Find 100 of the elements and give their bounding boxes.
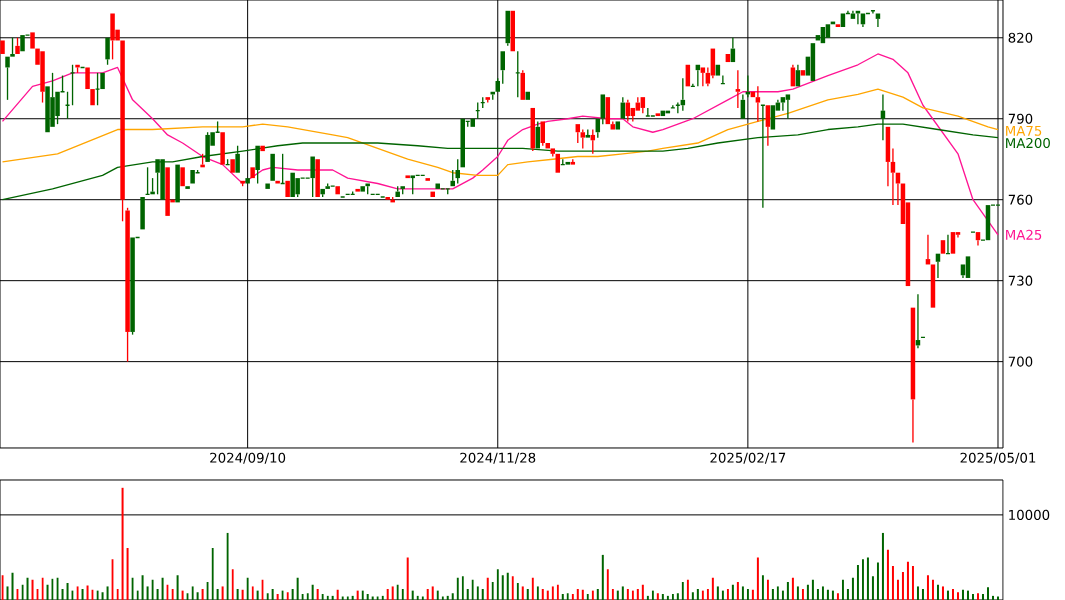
bar: [901, 571, 904, 600]
bar: [741, 586, 744, 600]
bar: [671, 594, 674, 600]
candlestick: [310, 156, 315, 198]
candlestick: [230, 159, 235, 173]
bar: [466, 588, 469, 600]
candlestick: [840, 13, 846, 27]
bar: [546, 590, 549, 600]
candlestick: [940, 240, 946, 254]
candlestick: [700, 67, 706, 88]
bar: [411, 590, 414, 600]
bar: [821, 586, 824, 600]
bar: [311, 584, 314, 600]
candlestick: [0, 40, 5, 54]
bar: [556, 584, 559, 600]
bar: [451, 593, 454, 600]
bar: [41, 577, 44, 600]
bar: [771, 588, 774, 600]
bar: [836, 593, 839, 600]
bar: [316, 588, 319, 600]
bar: [456, 577, 459, 600]
bar: [561, 594, 564, 600]
line-series: [1, 88, 999, 177]
bar: [81, 588, 84, 600]
bar: [486, 577, 489, 600]
candlestick: [765, 105, 771, 147]
bar: [516, 582, 519, 600]
bar: [251, 586, 254, 600]
candlestick: [260, 145, 265, 152]
y-tick-label: 730: [1008, 275, 1033, 286]
bar: [716, 586, 719, 600]
bar: [831, 590, 834, 600]
candlestick: [220, 132, 225, 165]
candlestick: [895, 172, 901, 206]
candlestick: [470, 118, 475, 127]
bar: [101, 592, 104, 600]
candlestick: [565, 161, 571, 165]
bar: [6, 586, 9, 600]
bar: [981, 594, 984, 600]
y-tick-label: 790: [1008, 113, 1033, 124]
bar: [31, 579, 34, 600]
candlestick: [245, 178, 250, 184]
bar: [691, 592, 694, 600]
series-label: MA25: [1006, 229, 1042, 240]
bar: [886, 549, 889, 600]
candlestick: [800, 70, 806, 76]
bar: [66, 582, 69, 600]
bar: [46, 584, 49, 600]
bar: [536, 586, 539, 600]
candlestick: [285, 180, 290, 197]
bar: [256, 590, 259, 600]
bar: [506, 572, 509, 600]
x-tick-label: 2025/05/01: [960, 452, 1036, 464]
bar: [661, 594, 664, 600]
bar: [791, 577, 794, 600]
bar: [906, 561, 909, 600]
bar: [751, 589, 754, 600]
bar: [636, 588, 639, 600]
bar: [296, 577, 299, 600]
bar: [431, 586, 434, 600]
candlestick: [275, 180, 280, 184]
bar: [1, 575, 4, 600]
bar: [856, 565, 859, 600]
x-tick-label: 2024/09/10: [210, 452, 286, 464]
y-tick-label: 700: [1008, 356, 1033, 367]
candlestick: [5, 56, 10, 101]
bar: [761, 575, 764, 600]
bar: [951, 588, 954, 600]
candlestick: [315, 159, 320, 197]
candlestick: [615, 121, 621, 130]
bar: [391, 586, 394, 600]
candlestick: [405, 175, 410, 179]
candlestick: [735, 69, 741, 109]
bar: [401, 588, 404, 600]
bar: [426, 588, 429, 600]
bar: [641, 584, 644, 600]
bar: [551, 586, 554, 600]
bar: [936, 584, 939, 600]
bar: [361, 590, 364, 600]
bar: [941, 586, 944, 600]
candlestick: [250, 167, 255, 179]
bar: [286, 592, 289, 600]
bar: [926, 575, 929, 600]
candlestick: [850, 10, 856, 19]
bar: [726, 588, 729, 600]
bar: [461, 576, 464, 600]
candlestick: [360, 186, 365, 192]
bar: [146, 586, 149, 600]
candlestick: [180, 167, 185, 187]
candlestick: [875, 13, 881, 28]
bar: [966, 590, 969, 600]
bar: [931, 579, 934, 600]
bar: [386, 588, 389, 600]
bar: [616, 590, 619, 600]
bar: [986, 587, 989, 600]
y-tick-label: 760: [1008, 194, 1033, 205]
bar: [141, 575, 144, 600]
bar: [196, 592, 199, 600]
bar: [861, 559, 864, 600]
bar: [731, 584, 734, 600]
